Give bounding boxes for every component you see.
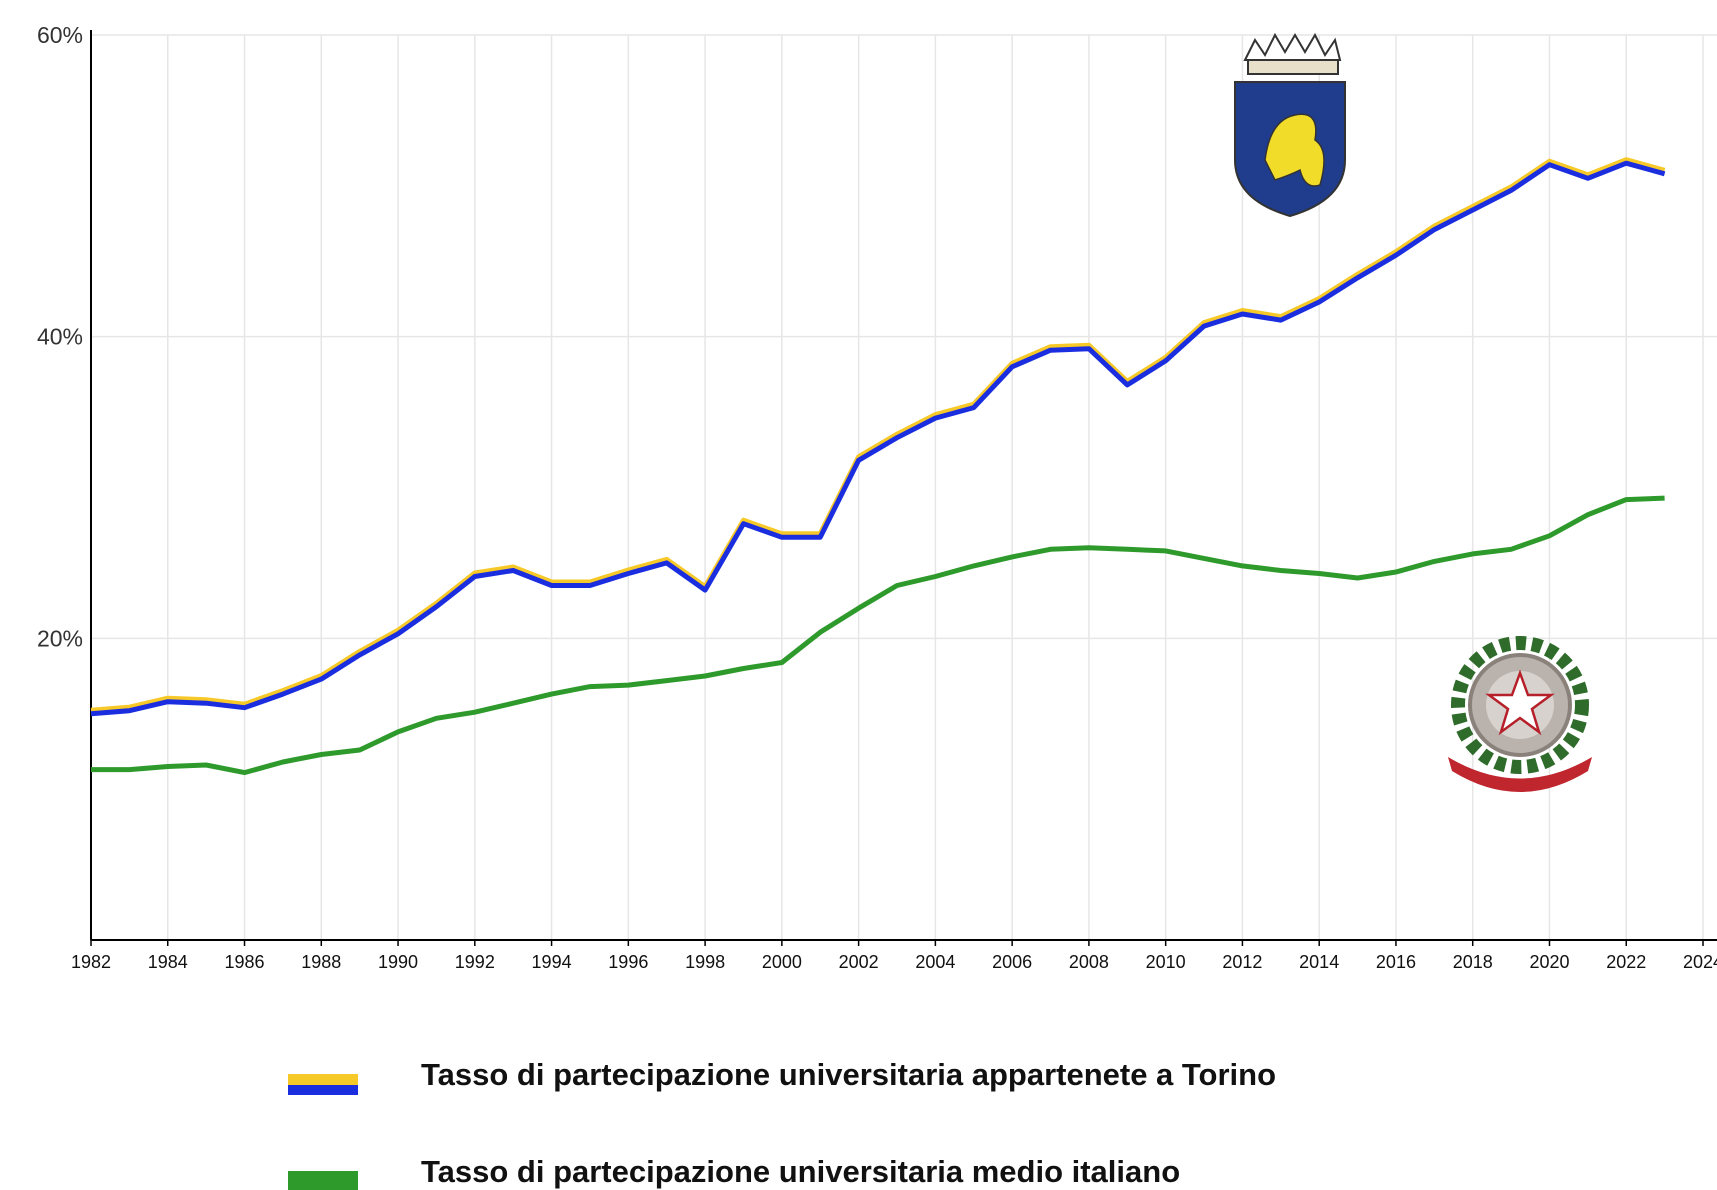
x-tick-label: 1986 bbox=[225, 952, 265, 972]
y-tick-label: 20% bbox=[37, 625, 83, 651]
x-tick-label: 2014 bbox=[1299, 952, 1339, 972]
x-tick-label: 2004 bbox=[915, 952, 955, 972]
legend-swatch bbox=[288, 1074, 358, 1085]
legend-swatch bbox=[288, 1171, 358, 1190]
y-tick-label: 60% bbox=[37, 22, 83, 48]
x-tick-label: 1988 bbox=[301, 952, 341, 972]
x-tick-label: 1998 bbox=[685, 952, 725, 972]
grid: 20% 40% 60% 1982 1984 1986 1988 1990 1992 1994 199… bbox=[37, 22, 1717, 972]
x-tick-label: 2012 bbox=[1222, 952, 1262, 972]
x-tick-label: 1990 bbox=[378, 952, 418, 972]
legend: Tasso di partecipazione universitaria ap… bbox=[288, 1057, 1276, 1190]
x-tick-label: 2000 bbox=[762, 952, 802, 972]
x-tick-label: 2022 bbox=[1606, 952, 1646, 972]
x-tick-label: 2016 bbox=[1376, 952, 1416, 972]
x-tick-label: 1984 bbox=[148, 952, 188, 972]
line-outline bbox=[90, 157, 1666, 713]
x-tick-label: 2020 bbox=[1529, 952, 1569, 972]
x-tick-label: 1992 bbox=[455, 952, 495, 972]
line bbox=[91, 495, 1665, 776]
y-tick-label: 40% bbox=[37, 324, 83, 350]
x-tick-label: 2024 bbox=[1683, 952, 1717, 972]
plot bbox=[90, 157, 1666, 776]
x-tick-label: 1996 bbox=[608, 952, 648, 972]
x-tick-label: 2002 bbox=[839, 952, 879, 972]
x-tick-label: 2010 bbox=[1146, 952, 1186, 972]
line bbox=[90, 160, 1666, 717]
italy-emblem bbox=[1448, 636, 1592, 792]
legend-label: Tasso di partecipazione universitaria me… bbox=[421, 1154, 1180, 1189]
x-tick-label: 1994 bbox=[532, 952, 572, 972]
x-tick-label: 2008 bbox=[1069, 952, 1109, 972]
legend-swatch bbox=[288, 1085, 358, 1095]
x-tick-label: 1982 bbox=[71, 952, 111, 972]
legend-label: Tasso di partecipazione universitaria ap… bbox=[421, 1057, 1276, 1092]
x-tick-label: 2006 bbox=[992, 952, 1032, 972]
torino-emblem bbox=[1234, 32, 1346, 218]
x-tick-label: 2018 bbox=[1453, 952, 1493, 972]
